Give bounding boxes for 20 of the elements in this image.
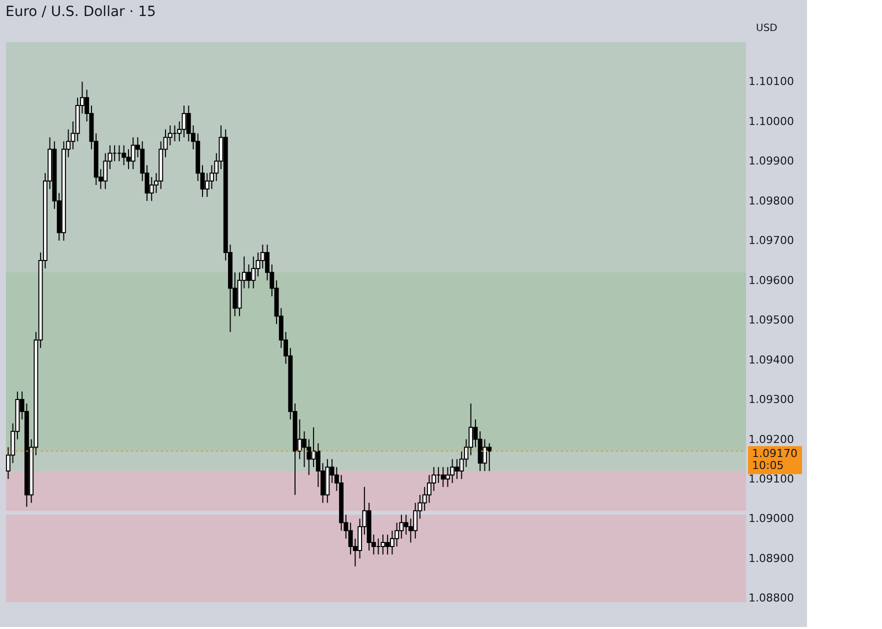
y-tick-label: 1.08900 <box>748 552 794 565</box>
chart-title: Euro / U.S. Dollar · 15 <box>6 4 156 20</box>
text: 10:05 <box>752 459 784 472</box>
y-tick-label: 1.09100 <box>748 472 794 486</box>
y-tick-label: 1.09700 <box>748 234 794 248</box>
y-tick-label: 1.09200 <box>748 432 794 446</box>
y-tick-label: 1.09600 <box>748 274 794 287</box>
y-tick-label: 1.08800 <box>748 592 794 605</box>
y-tick-label: 1.09900 <box>748 154 794 168</box>
text: USD <box>756 23 778 34</box>
y-tick-label: 1.09300 <box>748 393 794 406</box>
ref-line-label: 1.09170 <box>752 447 798 460</box>
y-tick-label: 1.09800 <box>748 194 794 208</box>
y-tick-label: 1.09500 <box>748 314 794 327</box>
candlestick <box>122 144 126 166</box>
candlestick <box>168 124 172 146</box>
y-tick-label: 1.09400 <box>748 353 794 366</box>
y-tick-label: 1.10100 <box>748 75 794 88</box>
y-tick-label: 1.10000 <box>748 114 794 128</box>
y-tick-label: 1.09000 <box>748 512 794 526</box>
